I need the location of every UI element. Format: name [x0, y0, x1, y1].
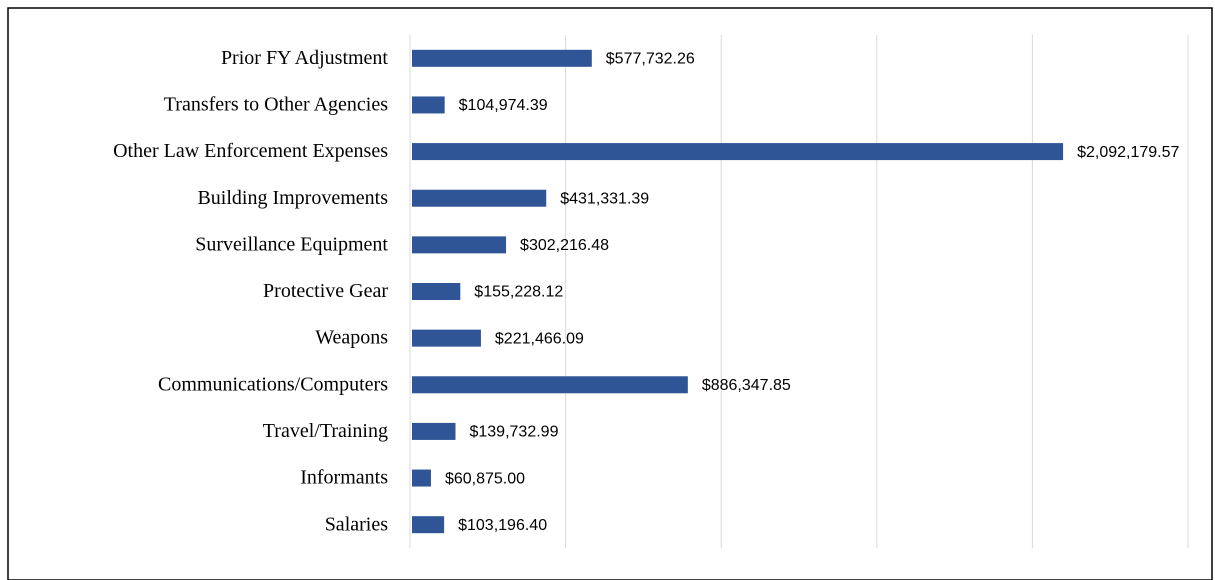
bar — [412, 143, 1064, 161]
value-label: $577,732.26 — [606, 51, 695, 68]
value-label: $221,466.09 — [495, 330, 584, 347]
category-label: Protective Gear — [263, 280, 388, 302]
value-label: $431,331.39 — [560, 190, 649, 207]
value-label: $103,196.40 — [458, 517, 547, 534]
bar — [412, 469, 431, 487]
bar — [412, 516, 445, 534]
bar — [412, 189, 547, 207]
category-label: Salaries — [325, 513, 389, 535]
value-label: $886,347.85 — [702, 377, 791, 394]
category-label: Communications/Computers — [158, 373, 388, 395]
category-label: Travel/Training — [263, 420, 388, 442]
value-label: $302,216.48 — [520, 237, 609, 254]
value-label: $155,228.12 — [474, 284, 563, 301]
bar — [412, 236, 507, 254]
category-label: Building Improvements — [197, 187, 388, 209]
category-label: Weapons — [315, 327, 388, 349]
category-label: Surveillance Equipment — [195, 233, 388, 255]
value-label: $139,732.99 — [469, 424, 558, 441]
value-label: $60,875.00 — [445, 470, 525, 487]
bar — [412, 422, 456, 440]
category-label: Transfers to Other Agencies — [164, 94, 388, 116]
bar — [412, 376, 688, 394]
bar — [412, 329, 481, 347]
category-label: Other Law Enforcement Expenses — [113, 140, 388, 162]
bar — [412, 96, 445, 114]
bar — [412, 283, 461, 300]
bar — [412, 49, 592, 67]
value-label: $2,092,179.57 — [1077, 144, 1179, 161]
chart-frame — [7, 7, 1213, 580]
value-label: $104,974.39 — [459, 97, 548, 114]
category-label: Informants — [300, 467, 388, 489]
category-label: Prior FY Adjustment — [221, 47, 388, 69]
